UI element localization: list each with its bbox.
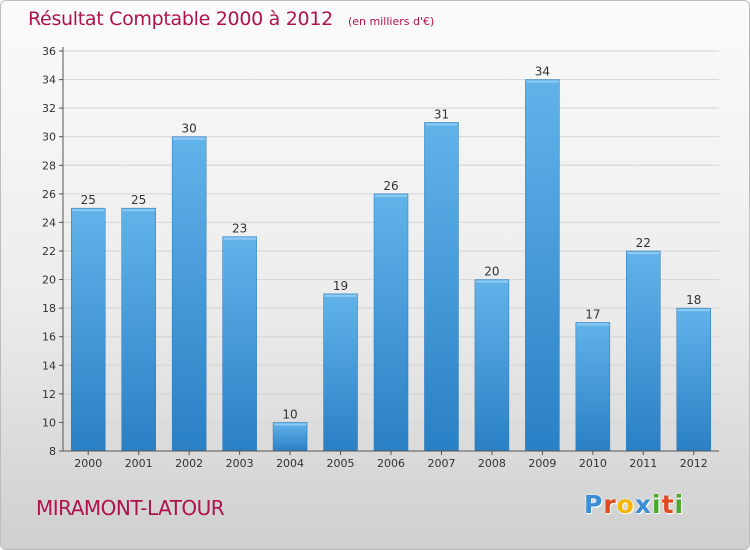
y-tick-label: 20 bbox=[42, 274, 56, 287]
bar-value-label-2009: 34 bbox=[535, 65, 550, 79]
bar-layer bbox=[70, 79, 712, 452]
chart-subtitle: (en milliers d'€) bbox=[347, 15, 435, 28]
bar-2006 bbox=[373, 193, 409, 452]
bar-highlight-2007 bbox=[425, 123, 458, 126]
logo-letter: P bbox=[584, 490, 604, 519]
y-tick-label: 12 bbox=[42, 388, 56, 401]
x-tick-label-2012: 2012 bbox=[680, 457, 708, 470]
x-tick-label-2000: 2000 bbox=[74, 457, 102, 470]
bar-value-label-2010: 17 bbox=[585, 307, 600, 321]
bar-2011 bbox=[626, 250, 661, 452]
bar-value-label-2004: 10 bbox=[282, 407, 297, 421]
x-tick-label-2011: 2011 bbox=[629, 457, 657, 470]
bar-2012 bbox=[676, 307, 712, 452]
x-tick-label-2006: 2006 bbox=[377, 457, 405, 470]
bar-2000 bbox=[70, 207, 106, 452]
bar-highlight-2009 bbox=[526, 80, 559, 83]
bar-highlight-2005 bbox=[324, 294, 357, 297]
title-row: Résultat Comptable 2000 à 2012 (en milli… bbox=[28, 8, 434, 30]
bar-2010 bbox=[575, 322, 611, 452]
bar-2003 bbox=[222, 236, 257, 452]
x-tick-label-2007: 2007 bbox=[427, 457, 455, 470]
bar-highlight-2002 bbox=[173, 137, 206, 140]
y-tick-label: 26 bbox=[42, 188, 56, 201]
bar-highlight-2001 bbox=[122, 209, 155, 212]
bar-2005 bbox=[323, 293, 358, 452]
x-tick-label-2005: 2005 bbox=[327, 457, 355, 470]
x-tick-label-2001: 2001 bbox=[125, 457, 153, 470]
bar-highlight-2012 bbox=[677, 309, 710, 312]
y-tick-label: 8 bbox=[49, 445, 56, 458]
bar-highlight-2006 bbox=[375, 194, 407, 197]
bar-highlight-2011 bbox=[627, 252, 660, 254]
x-tick-label-2009: 2009 bbox=[528, 457, 556, 470]
bar-2007 bbox=[424, 122, 459, 452]
proxiti-logo: Proxiti bbox=[584, 490, 684, 519]
y-tick-label: 16 bbox=[42, 331, 56, 344]
y-tick-label: 22 bbox=[42, 245, 56, 258]
bar-value-label-2006: 26 bbox=[383, 179, 398, 193]
y-tick-label: 36 bbox=[42, 45, 56, 58]
bar-highlight-2008 bbox=[475, 280, 508, 283]
x-tick-label-2003: 2003 bbox=[226, 457, 254, 470]
y-tick-label: 14 bbox=[42, 359, 56, 372]
x-tick-label-2004: 2004 bbox=[276, 457, 304, 470]
bar-2002 bbox=[171, 136, 207, 452]
x-tick-label-2002: 2002 bbox=[175, 457, 203, 470]
y-tick-label: 34 bbox=[42, 74, 56, 87]
bar-value-label-2011: 22 bbox=[636, 236, 651, 250]
bar-value-label-2007: 31 bbox=[434, 107, 449, 121]
bar-highlight-2003 bbox=[223, 237, 256, 240]
bar-value-label-2003: 23 bbox=[232, 222, 247, 236]
y-tick-label: 10 bbox=[42, 416, 56, 429]
bar-2009 bbox=[525, 79, 560, 452]
bar-2004 bbox=[272, 422, 308, 452]
bar-value-label-2005: 19 bbox=[333, 279, 348, 293]
bar-value-label-2012: 18 bbox=[686, 293, 701, 307]
bar-value-label-2001: 25 bbox=[131, 193, 146, 207]
bar-value-label-2002: 30 bbox=[182, 122, 197, 136]
y-tick-label: 30 bbox=[42, 131, 56, 144]
axis-layer bbox=[59, 47, 719, 455]
y-tick-label: 24 bbox=[42, 216, 56, 229]
logo-letter: i bbox=[652, 490, 662, 519]
bar-value-label-2008: 20 bbox=[484, 265, 499, 279]
bar-highlight-2004 bbox=[274, 423, 307, 426]
bar-2001 bbox=[121, 207, 156, 452]
y-tick-label: 28 bbox=[42, 159, 56, 172]
bar-highlight-2010 bbox=[576, 323, 609, 326]
commune-name: MIRAMONT-LATOUR bbox=[36, 496, 225, 520]
logo-letter: r bbox=[603, 490, 617, 519]
logo-letter: t bbox=[661, 490, 675, 519]
x-tick-label-2008: 2008 bbox=[478, 457, 506, 470]
logo-letter: o bbox=[616, 490, 635, 519]
bar-value-label-2000: 25 bbox=[81, 193, 96, 207]
bar-highlight-2000 bbox=[72, 209, 105, 212]
chart-title: Résultat Comptable 2000 à 2012 bbox=[28, 8, 333, 30]
y-tick-label: 18 bbox=[42, 302, 56, 315]
logo-letter: x bbox=[634, 490, 652, 519]
logo-letter: i bbox=[674, 490, 685, 519]
bar-2008 bbox=[474, 279, 510, 452]
y-tick-label: 32 bbox=[42, 102, 56, 115]
label-layer: 8 10 12 14 16 18 20 22 24 26 28 30 32 34 36 25 2000 25 200… bbox=[42, 45, 708, 470]
x-tick-label-2010: 2010 bbox=[579, 457, 607, 470]
